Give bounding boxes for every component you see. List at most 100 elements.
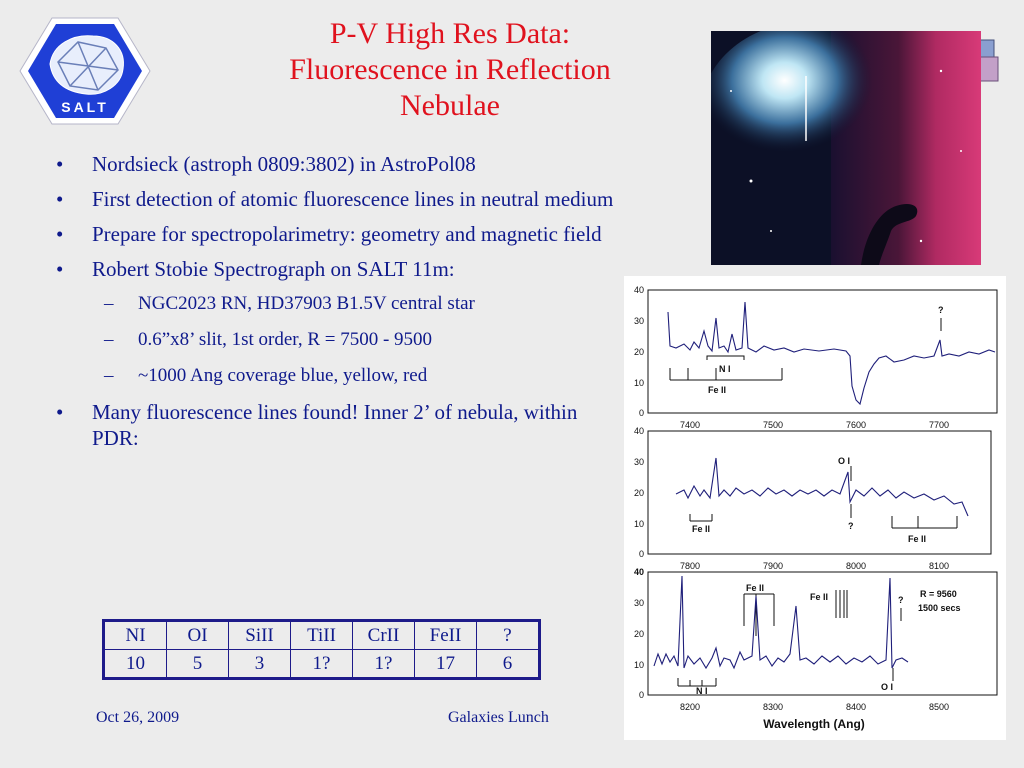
bullet-text: First detection of atomic fluorescence l…: [92, 187, 614, 211]
bullet-item: • First detection of atomic fluorescence …: [56, 186, 624, 212]
x-tick-label: 7800: [680, 561, 700, 571]
y-tick-label: 0: [639, 690, 644, 700]
x-tick-label: 8400: [846, 702, 866, 712]
spectrum-line: [653, 575, 909, 670]
resolution-label: R = 9560: [920, 589, 957, 599]
spectrum-panel-frame: [647, 430, 992, 555]
y-tick-label: 30: [634, 316, 644, 326]
sub-bullet-item: – 0.6”x8’ slit, 1st order, R = 7500 - 950…: [56, 327, 624, 353]
bullet-list: • Nordsieck (astroph 0809:3802) in AstroP…: [56, 151, 624, 460]
x-tick-label: 8300: [763, 702, 783, 712]
line-marker-brackets: [677, 590, 902, 687]
table-header-cell: OI: [166, 620, 229, 650]
x-tick-label: 8500: [929, 702, 949, 712]
line-label-o-i: O I: [881, 682, 893, 692]
line-label-fe-ii: Fe II: [810, 592, 828, 602]
bullet-item: • Many fluorescence lines found! Inner 2’…: [56, 399, 624, 451]
table-cell: 5: [166, 649, 229, 679]
line-label-fe-ii: Fe II: [908, 534, 926, 544]
footer-date: Oct 26, 2009: [96, 709, 180, 726]
line-label-n-i: N I: [719, 364, 731, 374]
bullet-text: Many fluorescence lines found! Inner 2’ …: [92, 400, 578, 450]
table-header-cell: ?: [476, 620, 540, 650]
nebula-image: [711, 31, 981, 265]
line-label-o-i: O I: [838, 456, 850, 466]
y-tick-label: 10: [634, 378, 644, 388]
line-label-unknown: ?: [848, 521, 854, 531]
y-tick-label: 40: [634, 567, 644, 577]
y-tick-label: 40: [634, 285, 644, 295]
bullet-text: Prepare for spectropolarimetry: geometry…: [92, 222, 602, 246]
bullet-dot: •: [56, 187, 64, 211]
y-tick-label: 40: [634, 426, 644, 436]
table-cell: 17: [414, 649, 477, 679]
y-tick-label: 10: [634, 519, 644, 529]
y-tick-label: 0: [639, 408, 644, 418]
x-tick-label: 8000: [846, 561, 866, 571]
sub-bullet-text: NGC2023 RN, HD37903 B1.5V central star: [138, 293, 475, 314]
exposure-label: 1500 secs: [918, 603, 961, 613]
line-count-table: NI OI SiII TiII CrII FeII ? 10 5 3 1? 1?…: [102, 619, 541, 680]
bullet-text: Nordsieck (astroph 0809:3802) in AstroPo…: [92, 152, 476, 176]
x-tick-label: 7900: [763, 561, 783, 571]
spectrum-line: [667, 301, 996, 406]
slide-title: P-V High Res Data: Fluorescence in Refle…: [215, 16, 685, 124]
line-marker-brackets: [689, 466, 958, 529]
table-cell: 3: [228, 649, 291, 679]
spectrum-panel-frame: [647, 571, 998, 696]
table-header-cell: CrII: [352, 620, 415, 650]
x-axis-label: Wavelength (Ang): [763, 717, 865, 731]
bullet-item: • Nordsieck (astroph 0809:3802) in AstroP…: [56, 151, 624, 177]
y-tick-label: 20: [634, 488, 644, 498]
y-tick-label: 20: [634, 347, 644, 357]
x-tick-label: 7600: [846, 420, 866, 430]
sub-bullet-item: – NGC2023 RN, HD37903 B1.5V central star: [56, 291, 624, 317]
logo-text: SALT: [61, 99, 109, 115]
bullet-item: • Prepare for spectropolarimetry: geometr…: [56, 221, 624, 247]
spectrum-panel-frame: [647, 289, 998, 414]
y-tick-label: 30: [634, 598, 644, 608]
x-tick-label: 7400: [680, 420, 700, 430]
title-line-1: P-V High Res Data:: [329, 17, 571, 50]
line-label-unknown: ?: [898, 595, 904, 605]
table-cell: 6: [476, 649, 540, 679]
spectrum-line: [675, 457, 969, 517]
salt-logo: SALT: [19, 17, 151, 125]
sub-bullet-dash: –: [104, 329, 114, 350]
line-label-n-i: N I: [696, 686, 708, 696]
y-tick-label: 0: [639, 549, 644, 559]
line-label-fe-ii: Fe II: [708, 385, 726, 395]
bullet-dot: •: [56, 400, 64, 424]
line-label-unknown: ?: [938, 305, 944, 315]
table-cell: 10: [103, 649, 167, 679]
line-marker-brackets: [669, 318, 942, 381]
table-header-cell: SiII: [228, 620, 291, 650]
table-header-cell: NI: [103, 620, 167, 650]
spectra-figure: 40 30 20 10 0 7400 7500 7600 7700 N I Fe…: [624, 276, 1006, 740]
table-header-cell: FeII: [414, 620, 477, 650]
bullet-text: Robert Stobie Spectrograph on SALT 11m:: [92, 257, 455, 281]
x-tick-label: 7700: [929, 420, 949, 430]
sub-bullet-text: ~1000 Ang coverage blue, yellow, red: [138, 365, 428, 386]
table-cell: 1?: [352, 649, 415, 679]
table-header-cell: TiII: [290, 620, 353, 650]
footer-event: Galaxies Lunch: [448, 709, 549, 726]
x-tick-label: 7500: [763, 420, 783, 430]
bullet-item: • Robert Stobie Spectrograph on SALT 11m:: [56, 256, 624, 282]
line-label-fe-ii: Fe II: [692, 524, 710, 534]
sub-bullet-dash: –: [104, 365, 114, 386]
table-row: 10 5 3 1? 1? 17 6: [103, 649, 540, 679]
title-line-2: Fluorescence in Reflection: [289, 53, 611, 86]
table-cell: 1?: [290, 649, 353, 679]
y-tick-label: 30: [634, 457, 644, 467]
y-tick-label: 10: [634, 660, 644, 670]
line-label-fe-ii: Fe II: [746, 583, 764, 593]
bullet-dot: •: [56, 152, 64, 176]
bullet-dot: •: [56, 222, 64, 246]
x-tick-label: 8200: [680, 702, 700, 712]
table-header-row: NI OI SiII TiII CrII FeII ?: [103, 620, 540, 650]
title-line-3: Nebulae: [400, 89, 500, 122]
y-tick-label: 20: [634, 629, 644, 639]
sub-bullet-item: – ~1000 Ang coverage blue, yellow, red: [56, 363, 624, 389]
x-tick-label: 8100: [929, 561, 949, 571]
